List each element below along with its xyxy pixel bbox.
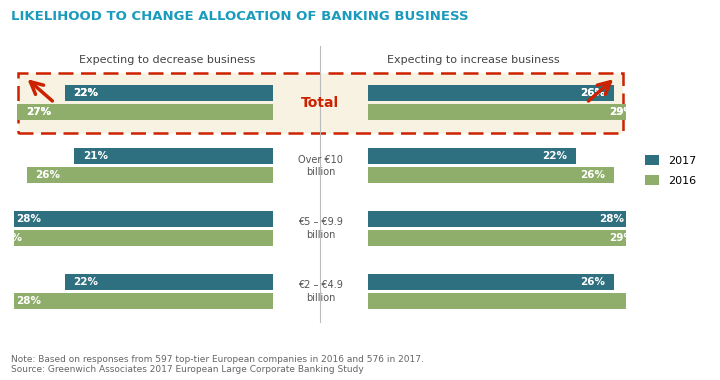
Text: 26%: 26% [580,89,606,98]
Bar [17,104,273,120]
Text: 22%: 22% [73,89,99,98]
Text: 29%: 29% [609,107,634,117]
Bar [368,230,642,246]
Text: 29%: 29% [609,107,634,117]
Text: 22%: 22% [73,89,99,98]
Bar [368,104,642,120]
Text: €2 – €4.9
billion: €2 – €4.9 billion [298,280,343,303]
Text: 31%: 31% [628,296,652,306]
Bar [368,86,614,101]
Bar [65,86,273,101]
Bar [368,167,614,183]
Bar [368,274,614,290]
Bar [8,293,273,309]
Text: 21%: 21% [83,151,108,161]
Bar [368,211,633,227]
Bar [65,86,273,101]
Text: Over €10
billion: Over €10 billion [298,155,343,177]
Bar [27,167,273,183]
Text: 26%: 26% [580,89,606,98]
Text: 28%: 28% [17,214,42,224]
Bar [8,211,273,227]
Bar [74,148,273,164]
FancyBboxPatch shape [18,73,623,133]
Text: Expecting to increase business: Expecting to increase business [387,55,559,65]
Text: €5 – €9.9
billion: €5 – €9.9 billion [298,217,343,240]
Text: 26%: 26% [35,170,60,180]
Text: 28%: 28% [17,296,42,306]
Text: LIKELIHOOD TO CHANGE ALLOCATION OF BANKING BUSINESS: LIKELIHOOD TO CHANGE ALLOCATION OF BANKI… [11,10,469,22]
Bar [368,86,614,101]
Text: 30%: 30% [0,233,22,243]
Text: Note: Based on responses from 597 top-tier European companies in 2016 and 576 in: Note: Based on responses from 597 top-ti… [11,355,423,374]
Text: 22%: 22% [73,277,99,287]
Text: 26%: 26% [580,277,606,287]
Bar [368,148,576,164]
Bar [368,293,662,309]
Legend: 2017, 2016: 2017, 2016 [641,151,701,190]
Text: 27%: 27% [26,107,51,117]
Text: Total: Total [302,96,339,110]
Bar [0,230,273,246]
Text: 27%: 27% [26,107,51,117]
Text: 29%: 29% [609,233,634,243]
Bar [65,274,273,290]
Bar [368,104,642,120]
Text: 28%: 28% [599,214,624,224]
Text: 22%: 22% [542,151,567,161]
Text: Expecting to decrease business: Expecting to decrease business [79,55,256,65]
Text: 26%: 26% [580,170,606,180]
Bar [17,104,273,120]
